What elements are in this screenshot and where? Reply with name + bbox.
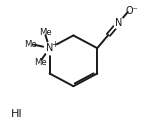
Text: Me: Me xyxy=(39,28,52,37)
Text: O⁻: O⁻ xyxy=(126,6,138,16)
Text: N: N xyxy=(115,18,122,28)
Text: N: N xyxy=(46,43,53,53)
Text: +: + xyxy=(51,40,58,49)
Text: Me: Me xyxy=(34,58,47,67)
Text: HI: HI xyxy=(11,109,23,119)
Text: Me: Me xyxy=(24,40,37,49)
